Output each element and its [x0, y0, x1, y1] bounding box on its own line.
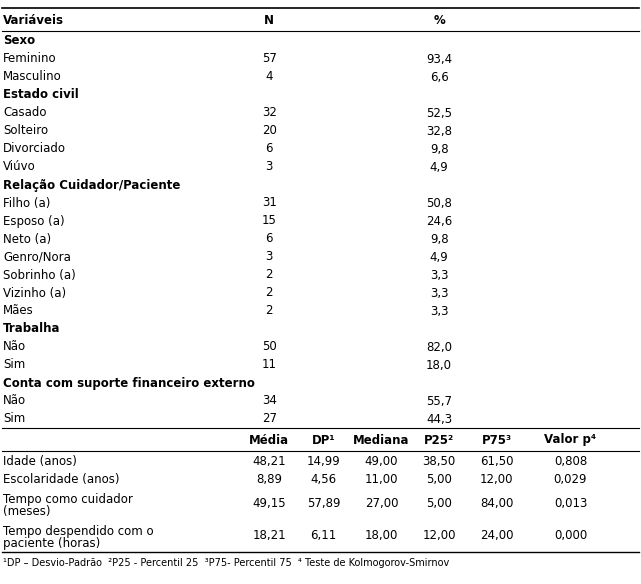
- Text: 4: 4: [265, 71, 273, 84]
- Text: 6,6: 6,6: [429, 71, 449, 84]
- Text: Filho (a): Filho (a): [3, 196, 51, 210]
- Text: 27: 27: [262, 412, 277, 426]
- Text: 3,3: 3,3: [430, 304, 448, 318]
- Text: 93,4: 93,4: [426, 53, 452, 65]
- Text: 6: 6: [265, 232, 273, 245]
- Text: 2: 2: [265, 304, 273, 318]
- Text: 0,013: 0,013: [554, 498, 587, 510]
- Text: Variáveis: Variáveis: [3, 13, 64, 26]
- Text: 8,89: 8,89: [256, 472, 282, 485]
- Text: 2: 2: [265, 269, 273, 281]
- Text: 49,00: 49,00: [365, 454, 398, 468]
- Text: Vizinho (a): Vizinho (a): [3, 287, 66, 300]
- Text: 52,5: 52,5: [426, 106, 452, 120]
- Text: Relação Cuidador/Paciente: Relação Cuidador/Paciente: [3, 179, 181, 192]
- Text: 50: 50: [262, 340, 277, 353]
- Text: 18,00: 18,00: [365, 530, 398, 543]
- Text: ¹DP – Desvio-Padrão  ²P25 - Percentil 25  ³P75- Percentil 75  ⁴ Teste de Kolmogo: ¹DP – Desvio-Padrão ²P25 - Percentil 25 …: [3, 558, 449, 568]
- Text: Tempo como cuidador: Tempo como cuidador: [3, 493, 133, 506]
- Text: 14,99: 14,99: [307, 454, 340, 468]
- Text: 12,00: 12,00: [422, 530, 456, 543]
- Text: 9,8: 9,8: [429, 142, 449, 155]
- Text: 61,50: 61,50: [480, 454, 513, 468]
- Text: 11,00: 11,00: [365, 472, 398, 485]
- Text: 18,0: 18,0: [426, 359, 452, 371]
- Text: Mediana: Mediana: [353, 433, 410, 447]
- Text: 4,9: 4,9: [429, 251, 449, 263]
- Text: 27,00: 27,00: [365, 498, 398, 510]
- Text: 15: 15: [262, 214, 277, 228]
- Text: 3: 3: [265, 251, 273, 263]
- Text: 50,8: 50,8: [426, 196, 452, 210]
- Text: 32: 32: [262, 106, 277, 120]
- Text: 6: 6: [265, 142, 273, 155]
- Text: 0,808: 0,808: [554, 454, 587, 468]
- Text: 3: 3: [265, 161, 273, 173]
- Text: Sexo: Sexo: [3, 34, 35, 47]
- Text: Não: Não: [3, 395, 26, 408]
- Text: P25²: P25²: [424, 433, 454, 447]
- Text: 32,8: 32,8: [426, 124, 452, 137]
- Text: 4,9: 4,9: [429, 161, 449, 173]
- Text: 0,029: 0,029: [554, 472, 587, 485]
- Text: Mães: Mães: [3, 304, 34, 318]
- Text: 0,000: 0,000: [554, 530, 587, 543]
- Text: N: N: [264, 13, 274, 26]
- Text: (meses): (meses): [3, 505, 51, 518]
- Text: 4,56: 4,56: [311, 472, 337, 485]
- Text: %: %: [433, 13, 445, 26]
- Text: 82,0: 82,0: [426, 340, 452, 353]
- Text: Sim: Sim: [3, 359, 26, 371]
- Text: Esposo (a): Esposo (a): [3, 214, 65, 228]
- Text: 24,00: 24,00: [480, 530, 513, 543]
- Text: Masculino: Masculino: [3, 71, 62, 84]
- Text: 57,89: 57,89: [307, 498, 340, 510]
- Text: 55,7: 55,7: [426, 395, 452, 408]
- Text: Sobrinho (a): Sobrinho (a): [3, 269, 76, 281]
- Text: Valor p⁴: Valor p⁴: [544, 433, 597, 447]
- Text: Estado civil: Estado civil: [3, 89, 79, 102]
- Text: DP¹: DP¹: [312, 433, 335, 447]
- Text: 3,3: 3,3: [430, 269, 448, 281]
- Text: Idade (anos): Idade (anos): [3, 454, 77, 468]
- Text: 49,15: 49,15: [253, 498, 286, 510]
- Text: Média: Média: [249, 433, 289, 447]
- Text: 9,8: 9,8: [429, 232, 449, 245]
- Text: Casado: Casado: [3, 106, 47, 120]
- Text: 18,21: 18,21: [253, 530, 286, 543]
- Text: Genro/Nora: Genro/Nora: [3, 251, 71, 263]
- Text: paciente (horas): paciente (horas): [3, 537, 101, 550]
- Text: 38,50: 38,50: [422, 454, 456, 468]
- Text: 11: 11: [262, 359, 277, 371]
- Text: 12,00: 12,00: [480, 472, 513, 485]
- Text: Conta com suporte financeiro externo: Conta com suporte financeiro externo: [3, 377, 255, 390]
- Text: 31: 31: [262, 196, 277, 210]
- Text: Tempo despendido com o: Tempo despendido com o: [3, 525, 154, 538]
- Text: 84,00: 84,00: [480, 498, 513, 510]
- Text: Feminino: Feminino: [3, 53, 57, 65]
- Text: Escolaridade (anos): Escolaridade (anos): [3, 472, 120, 485]
- Text: 57: 57: [262, 53, 277, 65]
- Text: Não: Não: [3, 340, 26, 353]
- Text: 5,00: 5,00: [426, 498, 452, 510]
- Text: 20: 20: [262, 124, 277, 137]
- Text: 34: 34: [262, 395, 277, 408]
- Text: 48,21: 48,21: [253, 454, 286, 468]
- Text: 5,00: 5,00: [426, 472, 452, 485]
- Text: 44,3: 44,3: [426, 412, 452, 426]
- Text: 24,6: 24,6: [426, 214, 452, 228]
- Text: 2: 2: [265, 287, 273, 300]
- Text: Viúvo: Viúvo: [3, 161, 36, 173]
- Text: Solteiro: Solteiro: [3, 124, 48, 137]
- Text: P75³: P75³: [482, 433, 512, 447]
- Text: Sim: Sim: [3, 412, 26, 426]
- Text: Divorciado: Divorciado: [3, 142, 66, 155]
- Text: 3,3: 3,3: [430, 287, 448, 300]
- Text: 6,11: 6,11: [311, 530, 337, 543]
- Text: Trabalha: Trabalha: [3, 322, 61, 335]
- Text: Neto (a): Neto (a): [3, 232, 51, 245]
